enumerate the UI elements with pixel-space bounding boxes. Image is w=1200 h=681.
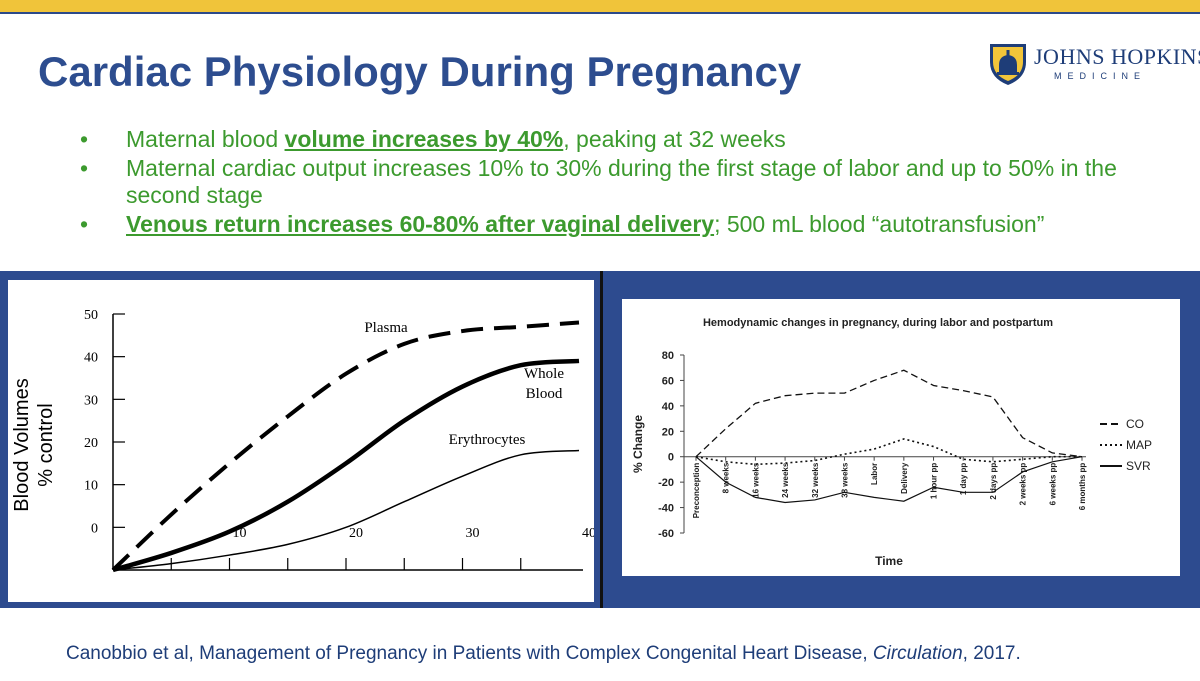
x-tick-label: 40 [582, 526, 594, 541]
label-erythrocytes: Erythrocytes [449, 432, 526, 448]
y-tick-label: 60 [662, 375, 674, 387]
label-whole-blood: Blood [526, 386, 563, 402]
bullet-item: • Maternal cardiac output increases 10% … [80, 155, 1190, 209]
x-tick-label: 1 day pp [959, 463, 968, 496]
y-tick-label: -60 [658, 528, 674, 540]
y-tick-label: 10 [84, 479, 98, 494]
y-tick-label: 50 [84, 308, 98, 323]
bullet-emphasis: volume increases by 40% [284, 126, 564, 152]
x-tick-label: 24 weeks [781, 462, 790, 498]
y-tick-label: -40 [658, 503, 674, 515]
series-line-whole-blood [112, 358, 580, 573]
x-tick-label: 32 weeks [811, 462, 820, 498]
bullet-item: • Maternal blood volume increases by 40%… [80, 126, 1190, 153]
x-tick-label: Preconception [692, 463, 701, 519]
bullet-emphasis: Venous return increases 60-80% after vag… [126, 211, 715, 237]
series-line-erythrocytes [112, 449, 580, 571]
y-tick-label: -20 [658, 477, 674, 489]
y-tick-label: 40 [662, 401, 674, 413]
bullet-list: • Maternal blood volume increases by 40%… [80, 126, 1190, 240]
logo-name: JOHNS HOPKINS [1034, 44, 1200, 69]
x-tick-label: 1 hour pp [930, 463, 939, 500]
logo-subtitle: MEDICINE [1054, 71, 1147, 81]
y-tick-label: 0 [668, 452, 674, 464]
citation-journal: Circulation [872, 643, 963, 664]
x-tick-label: Delivery [900, 462, 909, 494]
series-line-svr [695, 456, 1083, 504]
bullet-item: • Venous return increases 60-80% after v… [80, 211, 1190, 238]
x-tick-label: 6 months pp [1078, 463, 1087, 511]
legend-label-co: CO [1126, 417, 1144, 431]
bullet-dot: • [80, 155, 89, 181]
chart-title: Hemodynamic changes in pregnancy, during… [703, 317, 1053, 329]
bullet-text: Maternal blood [126, 126, 285, 152]
x-tick-label: 2 days pp [989, 463, 998, 500]
x-tick-label: 20 [349, 526, 363, 541]
bullet-text-tail: , peaking at 32 weeks [563, 126, 786, 152]
x-tick-label: 8 weeks [722, 462, 731, 493]
citation-text: Canobbio et al, Management of Pregnancy … [66, 643, 873, 664]
x-tick-label: 38 weeks [840, 462, 849, 498]
y-axis-label: % Change [631, 415, 645, 473]
citation: Canobbio et al, Management of Pregnancy … [66, 643, 1021, 665]
slide-title: Cardiac Physiology During Pregnancy [38, 48, 802, 95]
citation-year: , 2017. [962, 643, 1021, 664]
bullet-dot: • [80, 126, 89, 152]
johns-hopkins-logo: JOHNS HOPKINS MEDICINE [986, 40, 1200, 85]
x-tick-label: 16 weeks [751, 462, 760, 498]
y-tick-label: 80 [662, 350, 674, 362]
y-tick-label: 30 [84, 393, 98, 408]
y-axis-label: Blood Volumes [11, 378, 33, 511]
series-line-map [695, 438, 1082, 466]
series-line-plasma [111, 320, 580, 572]
label-plasma: Plasma [364, 320, 408, 336]
blood-volume-chart: 0 10 20 30 40 50 10 20 30 40 Plasma Whole Blood Eryth… [8, 280, 596, 602]
legend-label-map: MAP [1126, 438, 1152, 452]
x-tick-label: 2 weeks pp [1019, 463, 1028, 506]
x-axis-label: Time [875, 554, 903, 568]
top-divider-line [0, 12, 1200, 14]
x-tick-label: 30 [466, 526, 480, 541]
legend-label-svr: SVR [1126, 459, 1151, 473]
x-tick-label: 6 weeks pp [1048, 463, 1057, 506]
dome-shield-icon [990, 44, 1026, 85]
y-tick-label: 20 [662, 426, 674, 438]
series-line-co [695, 369, 1083, 458]
bullet-text: Maternal cardiac output increases 10% to… [126, 155, 1117, 208]
y-tick-label: 40 [84, 351, 98, 366]
panel-divider [600, 271, 603, 608]
bullet-text-tail: ; 500 mL blood “autotransfusion” [714, 211, 1045, 237]
hemodynamic-chart: Hemodynamic changes in pregnancy, during… [622, 299, 1180, 576]
bullet-dot: • [80, 211, 89, 237]
x-tick-label: Labor [870, 463, 879, 485]
hemodynamic-chart-svg: Hemodynamic changes in pregnancy, during… [631, 317, 1152, 568]
label-whole-blood: Whole [524, 366, 564, 382]
y-tick-label: 0 [91, 521, 98, 536]
top-accent-bar [0, 0, 1200, 12]
y-tick-label: 20 [84, 436, 98, 451]
y-axis-label: % control [35, 403, 57, 486]
